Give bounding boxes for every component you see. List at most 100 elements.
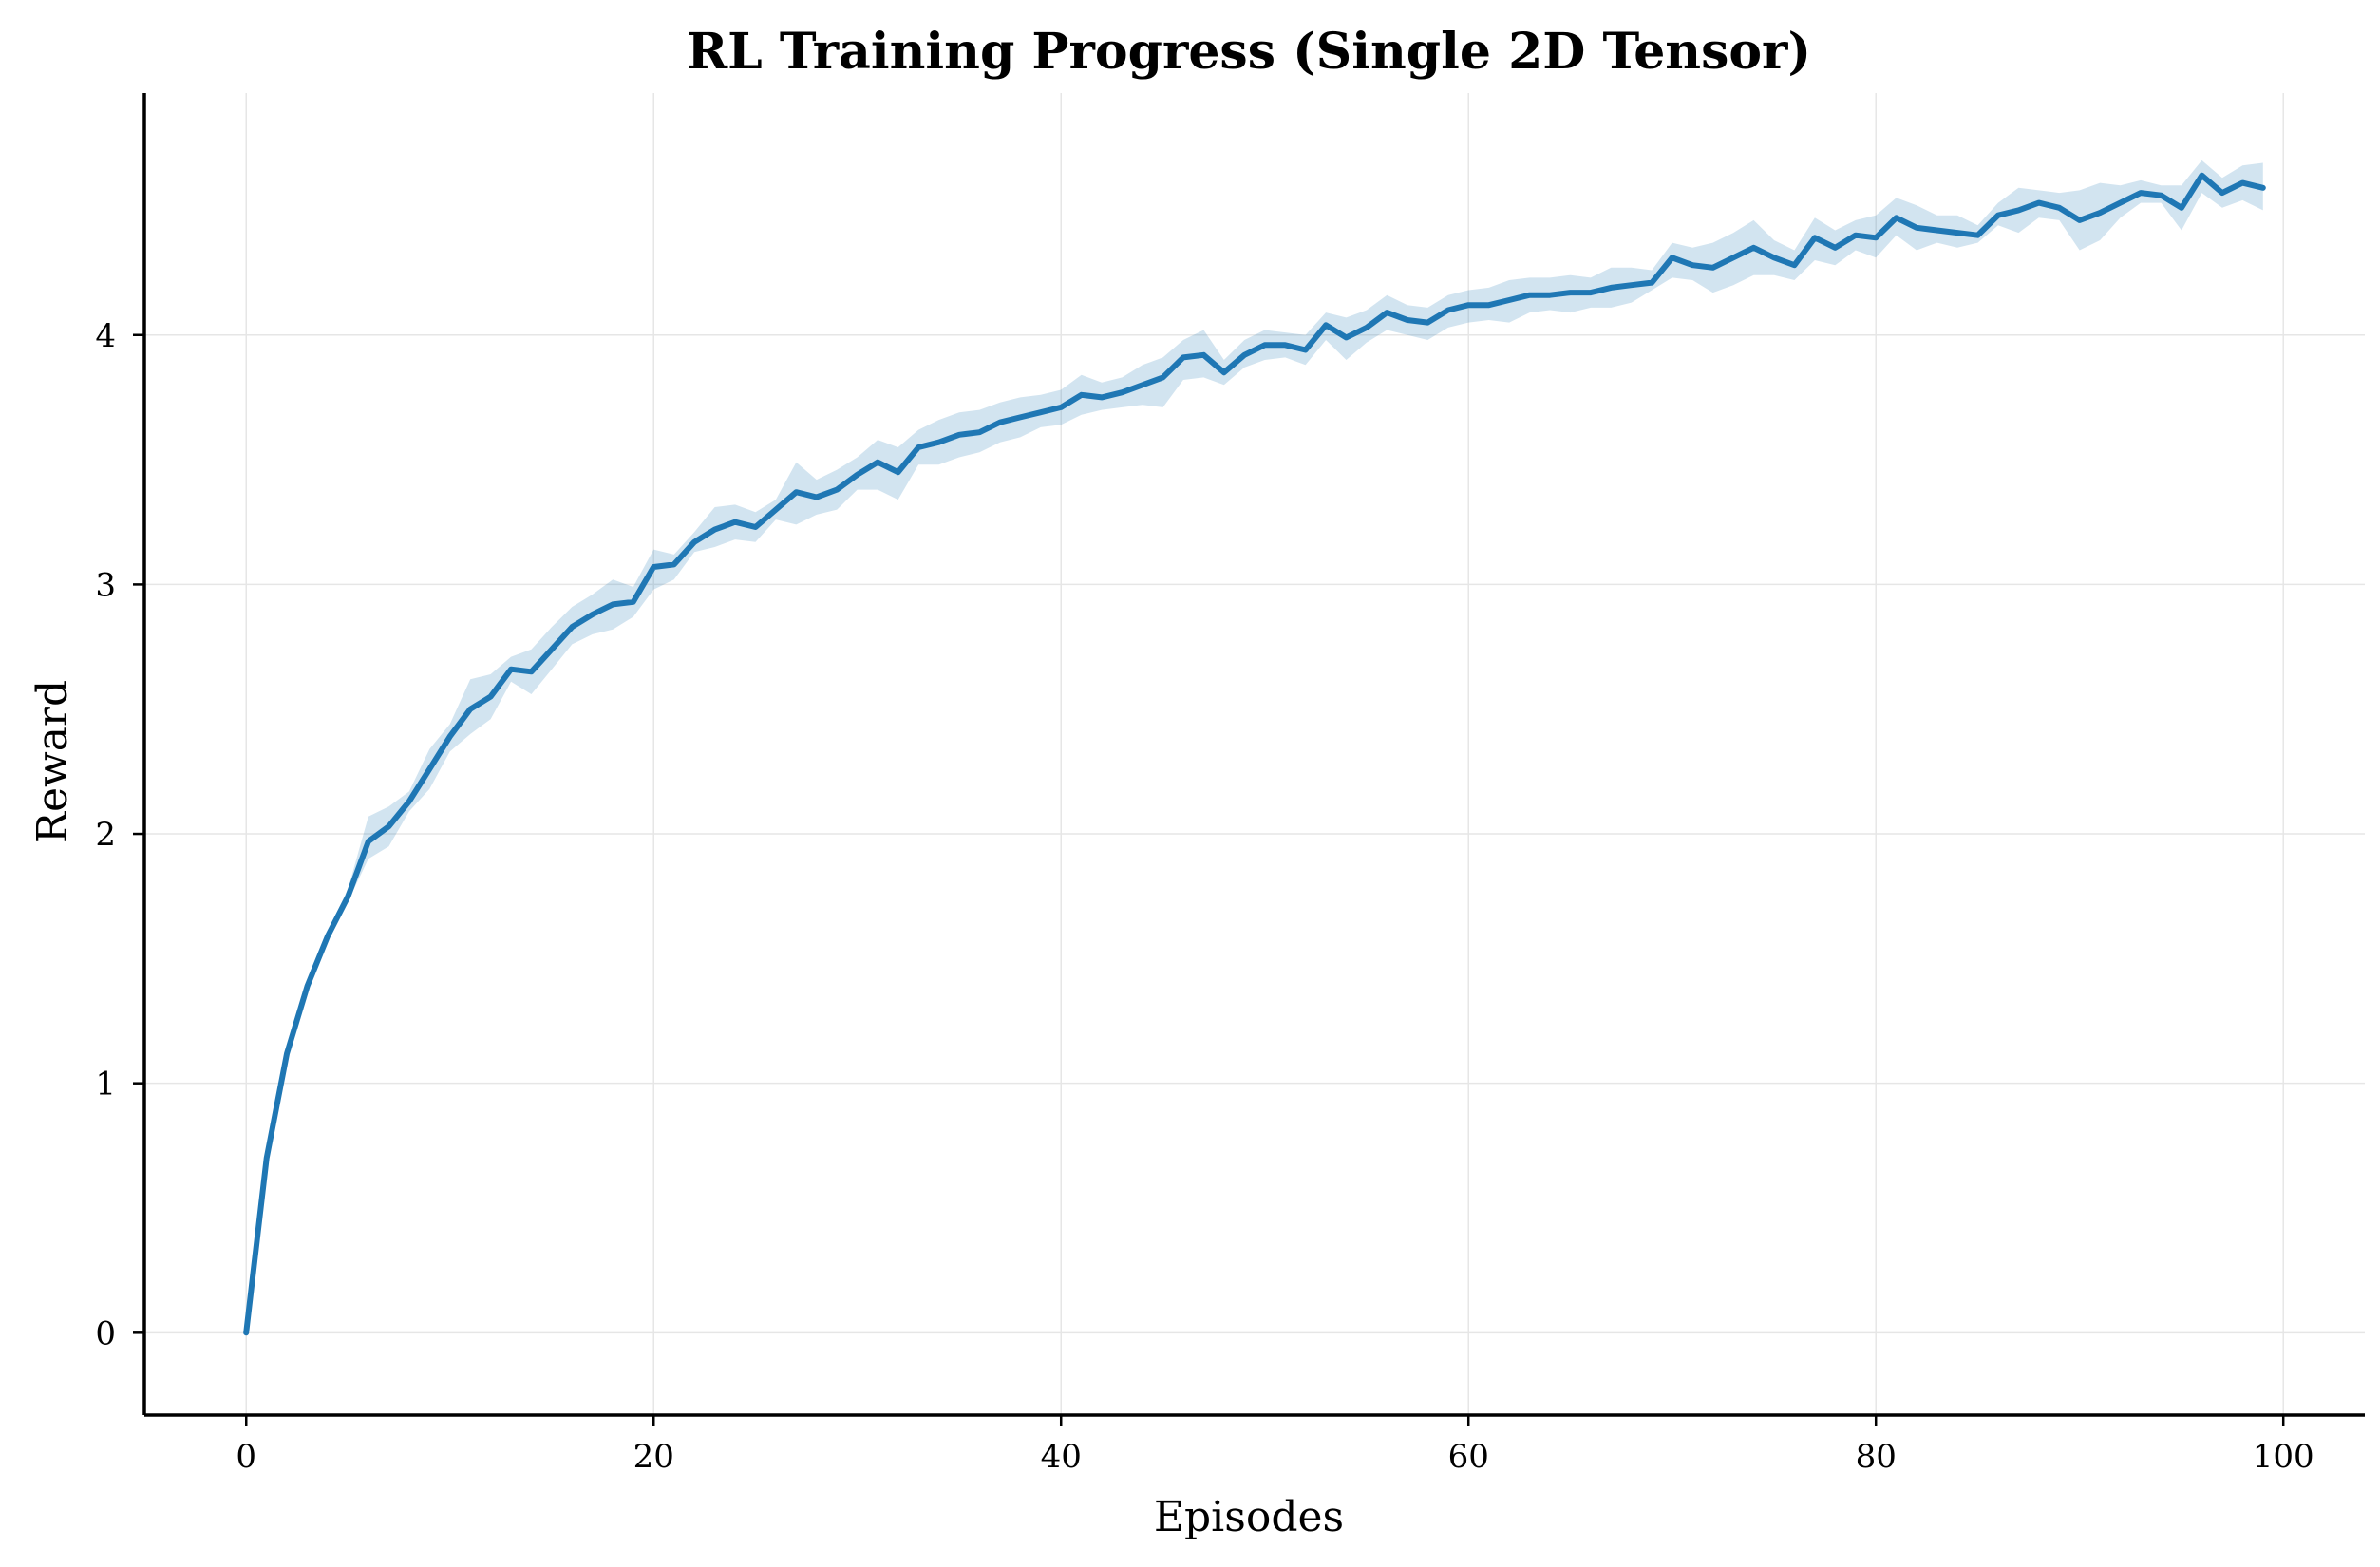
data-point-18 (610, 601, 615, 607)
data-point-13 (508, 667, 514, 672)
data-point-1 (264, 1155, 270, 1161)
grid (144, 93, 2365, 1415)
data-point-92 (2118, 200, 2124, 206)
data-point-65 (1567, 290, 1573, 295)
data-point-21 (671, 561, 677, 567)
data-point-46 (1181, 354, 1186, 360)
data-point-28 (814, 494, 820, 500)
data-point-48 (1221, 369, 1227, 375)
reward-line (243, 172, 2266, 1336)
data-point-45 (1160, 374, 1165, 380)
data-point-34 (936, 440, 942, 445)
data-point-12 (488, 694, 494, 700)
data-point-62 (1506, 297, 1512, 303)
data-point-56 (1384, 310, 1389, 315)
data-point-50 (1262, 342, 1268, 348)
data-point-69 (1649, 280, 1654, 286)
reward-line-layer (243, 172, 2266, 1336)
chart-title: RL Training Progress (Single 2D Tensor) (687, 23, 1811, 81)
x-tick-label-0: 0 (236, 1438, 256, 1476)
data-point-57 (1405, 317, 1410, 323)
data-point-75 (1771, 255, 1777, 260)
data-point-55 (1364, 325, 1369, 330)
data-point-82 (1914, 225, 1919, 231)
data-point-31 (875, 460, 880, 465)
data-point-67 (1608, 285, 1614, 291)
data-point-52 (1303, 348, 1309, 353)
x-tick-label-2: 40 (1041, 1438, 1082, 1476)
data-point-88 (2036, 200, 2042, 206)
data-point-35 (956, 432, 962, 438)
data-point-26 (773, 507, 779, 513)
y-tick-label-4: 4 (95, 317, 116, 355)
confidence-band-layer (246, 160, 2263, 1333)
data-point-54 (1344, 334, 1350, 340)
data-point-53 (1323, 322, 1329, 328)
data-point-38 (1017, 414, 1023, 420)
data-point-43 (1120, 389, 1125, 395)
data-point-77 (1812, 235, 1818, 240)
data-point-29 (834, 487, 840, 493)
data-point-42 (1099, 394, 1105, 400)
data-point-97 (2219, 190, 2225, 196)
data-point-76 (1791, 262, 1797, 268)
data-point-91 (2097, 210, 2103, 216)
axes (142, 93, 2365, 1417)
data-point-40 (1058, 405, 1064, 410)
data-point-30 (855, 472, 860, 478)
data-point-7 (386, 823, 391, 829)
data-point-32 (896, 469, 901, 475)
data-point-9 (426, 766, 432, 772)
data-point-87 (2015, 207, 2021, 213)
data-point-99 (2260, 185, 2266, 191)
data-point-72 (1710, 265, 1716, 271)
y-tick-label-2: 2 (95, 816, 116, 854)
data-point-94 (2159, 193, 2164, 198)
data-point-64 (1547, 293, 1553, 298)
data-point-96 (2199, 173, 2204, 179)
data-point-78 (1832, 245, 1838, 251)
data-point-10 (447, 734, 453, 740)
data-point-8 (406, 799, 412, 804)
data-point-95 (2179, 205, 2184, 211)
data-point-73 (1730, 255, 1736, 260)
data-point-90 (2077, 217, 2083, 223)
y-tick-label-1: 1 (95, 1066, 116, 1104)
data-point-39 (1038, 409, 1044, 415)
y-axis-label: Reward (28, 680, 77, 843)
data-point-15 (549, 647, 555, 652)
data-point-86 (1995, 213, 2001, 218)
data-point-68 (1629, 282, 1634, 288)
data-point-33 (916, 444, 921, 450)
data-point-93 (2138, 190, 2144, 196)
data-point-4 (325, 934, 331, 939)
data-point-44 (1140, 382, 1145, 387)
data-point-0 (243, 1330, 249, 1335)
data-point-20 (651, 564, 656, 570)
data-point-16 (569, 624, 575, 630)
data-point-74 (1751, 245, 1757, 251)
data-point-66 (1588, 290, 1594, 295)
data-point-84 (1955, 230, 1960, 236)
data-point-2 (284, 1050, 290, 1056)
data-point-6 (366, 839, 371, 844)
data-point-51 (1282, 342, 1288, 348)
data-point-5 (345, 894, 350, 899)
data-point-89 (2056, 205, 2062, 211)
data-point-98 (2239, 180, 2245, 186)
data-point-59 (1445, 307, 1451, 312)
confidence-band (246, 160, 2263, 1333)
x-tick-label-1: 20 (633, 1438, 674, 1476)
data-point-23 (712, 527, 718, 533)
data-point-70 (1670, 255, 1675, 260)
x-ticks: 0 20 40 60 80 100 (236, 1415, 2314, 1476)
data-point-85 (1974, 233, 1980, 238)
data-point-17 (590, 612, 595, 617)
data-point-49 (1241, 352, 1247, 358)
data-point-27 (793, 489, 799, 495)
y-tick-label-0: 0 (95, 1314, 116, 1352)
x-tick-label-3: 60 (1448, 1438, 1489, 1476)
data-point-36 (976, 429, 982, 435)
x-tick-label-4: 80 (1856, 1438, 1897, 1476)
